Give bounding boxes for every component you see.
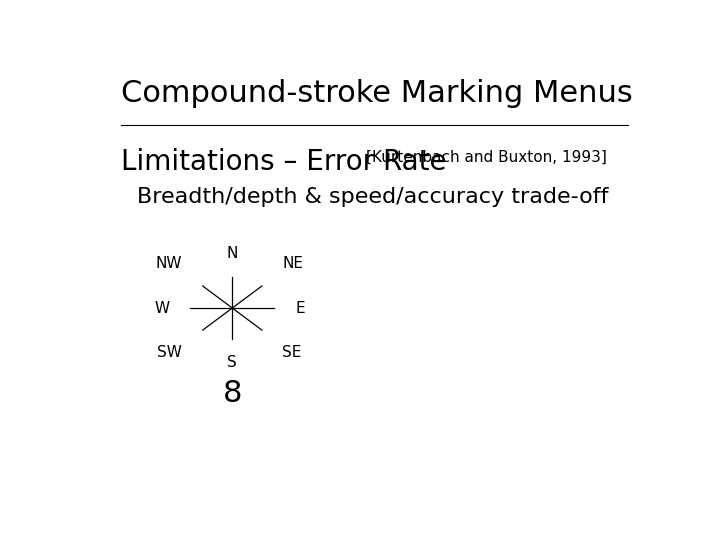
Text: SW: SW — [157, 346, 182, 360]
Text: N: N — [227, 246, 238, 261]
Text: Breadth/depth & speed/accuracy trade-off: Breadth/depth & speed/accuracy trade-off — [138, 187, 609, 207]
Text: S: S — [228, 355, 237, 370]
Text: Compound-stroke Marking Menus: Compound-stroke Marking Menus — [121, 79, 632, 109]
Text: SE: SE — [282, 346, 302, 360]
Text: Limitations – Error Rate: Limitations – Error Rate — [121, 148, 446, 176]
Text: E: E — [295, 301, 305, 315]
Text: NE: NE — [282, 256, 303, 271]
Text: W: W — [154, 301, 169, 315]
Text: NW: NW — [156, 256, 182, 271]
Text: 8: 8 — [222, 379, 242, 408]
Text: [Kurtenbach and Buxton, 1993]: [Kurtenbach and Buxton, 1993] — [366, 150, 607, 165]
